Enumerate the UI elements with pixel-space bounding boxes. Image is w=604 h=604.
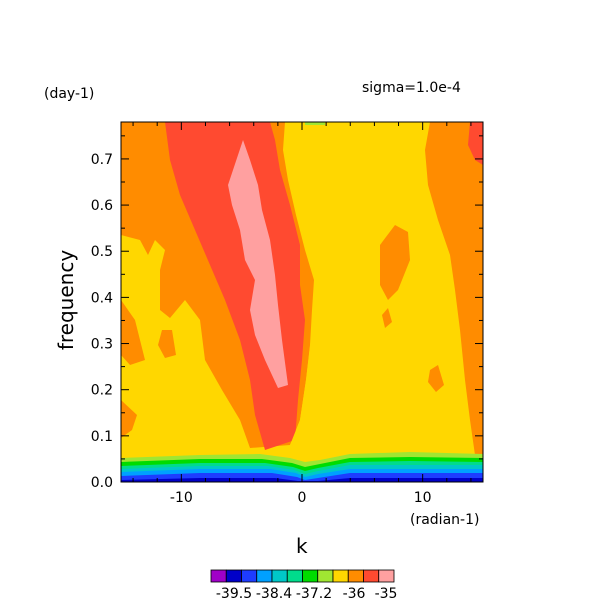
x-axis-unit: (radian-1) — [410, 512, 480, 528]
colorbar-swatch — [347, 569, 364, 583]
colorbar-swatch — [225, 569, 242, 583]
contour-yellow-notch — [290, 330, 325, 460]
x-tick-label: 10 — [414, 490, 432, 506]
colorbar-swatch — [286, 569, 303, 583]
colorbar-swatch — [317, 569, 334, 583]
contour-orange-right-blob — [380, 225, 410, 300]
contour-red-right-edge — [468, 122, 483, 165]
colorbar-swatch — [271, 569, 288, 583]
colorbar — [210, 569, 395, 583]
contour-orange-left-blob3 — [158, 330, 176, 358]
y-tick-label: 0.2 — [91, 383, 113, 399]
x-tick-label: 0 — [298, 490, 307, 506]
y-tick-label: 0.0 — [91, 475, 113, 491]
contour-orange-left-blob2 — [121, 400, 137, 438]
band-dark-blue — [121, 478, 483, 482]
y-tick-label: 0.1 — [91, 429, 113, 445]
colorbar-swatch — [210, 569, 227, 583]
contour-orange-right-blob3 — [382, 308, 392, 328]
y-axis-label: frequency — [54, 249, 78, 351]
y-tick-label: 0.6 — [91, 198, 113, 214]
x-tick-label: -10 — [170, 490, 193, 506]
contour-fill — [121, 122, 483, 482]
y-tick-label: 0.3 — [91, 337, 113, 353]
top-green-sliver — [305, 122, 325, 125]
colorbar-swatch — [302, 569, 319, 583]
axis-tick-labels: -10 0 10 0.0 0.1 0.2 0.3 0.4 0.5 0.6 0.7 — [91, 152, 432, 506]
contour-pink-peak — [228, 140, 288, 388]
colorbar-label: -37.2 — [296, 586, 332, 602]
colorbar-swatch — [241, 569, 258, 583]
y-tick-label: 0.4 — [91, 290, 113, 306]
subtitle-right: sigma=1.0e-4 — [362, 80, 461, 96]
colorbar-swatch — [363, 569, 380, 583]
colorbar-swatch — [378, 569, 395, 583]
colorbar-labels: -39.5 -38.4 -37.2 -36 -35 — [216, 586, 398, 602]
colorbar-label: -35 — [375, 586, 398, 602]
contour-orange-right-blob2 — [428, 365, 444, 392]
axis-ticks — [121, 122, 483, 483]
colorbar-label: -36 — [343, 586, 366, 602]
contour-orange-right-region — [425, 122, 483, 455]
colorbar-label: -39.5 — [216, 586, 252, 602]
y-tick-label: 0.5 — [91, 244, 113, 260]
y-tick-label: 0.7 — [91, 152, 113, 168]
subtitle-left: (day-1) — [44, 86, 95, 102]
colorbar-label: -38.4 — [256, 586, 292, 602]
x-axis-label: k — [296, 534, 308, 558]
contour-orange-left-blob — [121, 300, 145, 365]
colorbar-swatch — [256, 569, 273, 583]
colorbar-swatch — [332, 569, 349, 583]
